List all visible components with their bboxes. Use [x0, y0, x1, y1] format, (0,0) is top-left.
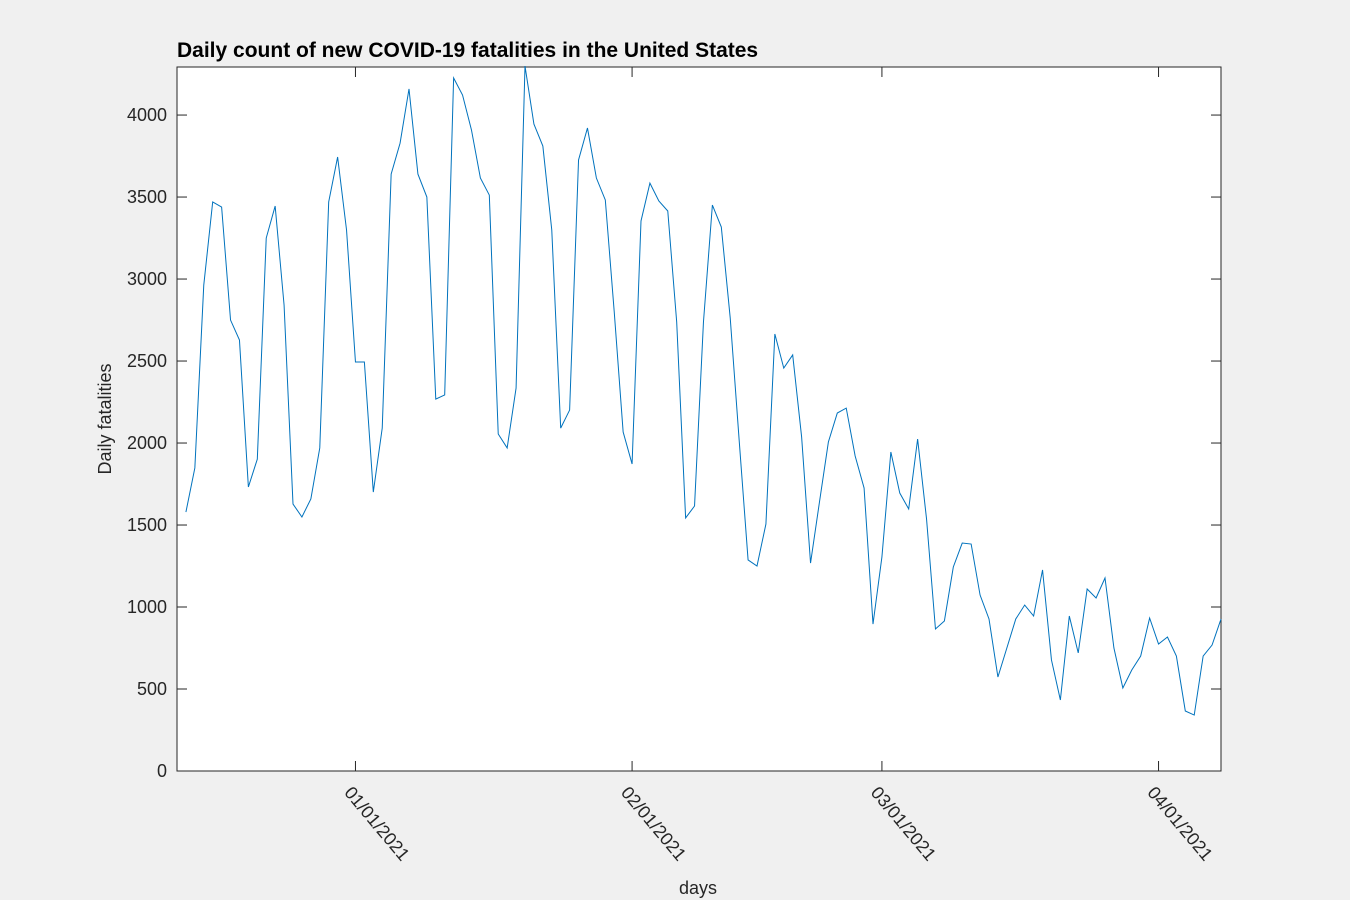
y-tick-label: 0 — [157, 761, 167, 781]
y-tick-label: 1500 — [127, 515, 167, 535]
y-tick-label: 1000 — [127, 597, 167, 617]
x-axis-label: days — [679, 878, 717, 898]
y-tick-label: 3500 — [127, 187, 167, 207]
x-tick-label: 04/01/2021 — [1143, 783, 1216, 865]
y-tick-label: 2500 — [127, 351, 167, 371]
x-tick-label: 03/01/2021 — [867, 783, 940, 865]
y-tick-label: 500 — [137, 679, 167, 699]
y-axis-label: Daily fatalities — [95, 363, 115, 474]
y-tick-label: 3000 — [127, 269, 167, 289]
y-tick-label: 2000 — [127, 433, 167, 453]
data-line — [185, 65, 1222, 716]
x-tick-label: 02/01/2021 — [617, 783, 690, 865]
y-tick-label: 4000 — [127, 105, 167, 125]
chart-title: Daily count of new COVID-19 fatalities i… — [177, 39, 758, 62]
x-tick-label: 01/01/2021 — [340, 783, 413, 865]
